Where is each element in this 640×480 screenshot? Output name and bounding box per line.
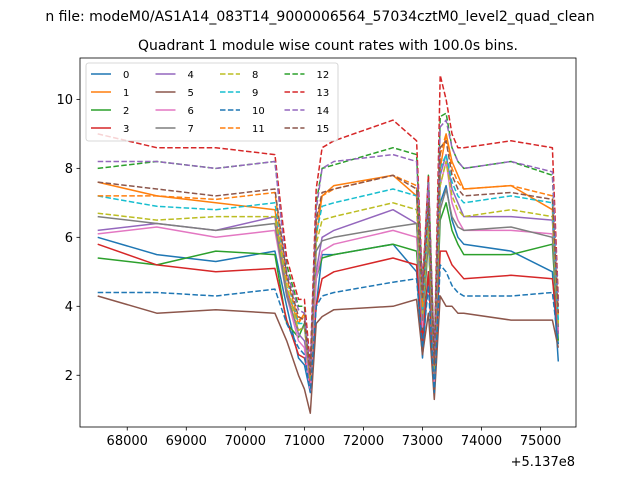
series-line-5 — [97, 295, 560, 414]
y-tick-label: 2 — [65, 369, 73, 384]
series-line-14 — [97, 119, 560, 373]
x-tick-label: 75000 — [520, 434, 561, 449]
series-line-7 — [97, 188, 560, 380]
series-line-9 — [97, 153, 560, 373]
legend-label-13: 13 — [317, 88, 330, 99]
ticks-layer: 68000 69000 70000 71000 72000 73000 74000 75000… — [56, 93, 561, 449]
legend-label-2: 2 — [123, 106, 129, 117]
x-tick-label: 72000 — [343, 434, 384, 449]
legend-label-11: 11 — [252, 124, 265, 135]
legend-label-7: 7 — [188, 124, 194, 135]
y-tick-label: 8 — [65, 162, 73, 177]
x-offset-label: +5.137e8 — [511, 455, 575, 470]
x-tick-label: 68000 — [107, 434, 148, 449]
legend-label-14: 14 — [317, 106, 330, 117]
legend-label-5: 5 — [188, 88, 194, 99]
legend-label-8: 8 — [252, 70, 258, 81]
legend-label-1: 1 — [123, 88, 129, 99]
x-tick-label: 70000 — [225, 434, 266, 449]
legend-label-0: 0 — [123, 70, 129, 81]
y-tick-label: 6 — [65, 231, 73, 246]
series-line-15 — [97, 140, 560, 377]
legend-label-15: 15 — [317, 124, 330, 135]
series-line-0 — [97, 184, 560, 394]
legend-label-12: 12 — [317, 70, 330, 81]
axes-title: Quadrant 1 module wise count rates with … — [138, 38, 518, 54]
figure-suptitle: n file: modeM0/AS1A14_083T14_9000006564_… — [45, 9, 594, 25]
series-line-8 — [97, 160, 560, 380]
legend-frame — [85, 62, 339, 142]
x-tick-label: 69000 — [166, 434, 207, 449]
series-line-3 — [97, 243, 560, 390]
y-tick-label: 10 — [56, 93, 73, 108]
axes-frame — [79, 57, 577, 428]
y-tick-label: 4 — [65, 300, 73, 315]
x-tick-label: 73000 — [402, 434, 443, 449]
x-tick-label: 74000 — [461, 434, 502, 449]
series-line-13 — [97, 74, 560, 366]
legend-label-3: 3 — [123, 124, 129, 135]
legend-label-10: 10 — [252, 106, 265, 117]
legend-label-6: 6 — [188, 106, 194, 117]
series-layer — [97, 74, 560, 414]
series-line-10 — [97, 264, 560, 394]
x-tick-label: 71000 — [284, 434, 325, 449]
legend-label-4: 4 — [188, 70, 194, 81]
legend-label-9: 9 — [252, 88, 258, 99]
